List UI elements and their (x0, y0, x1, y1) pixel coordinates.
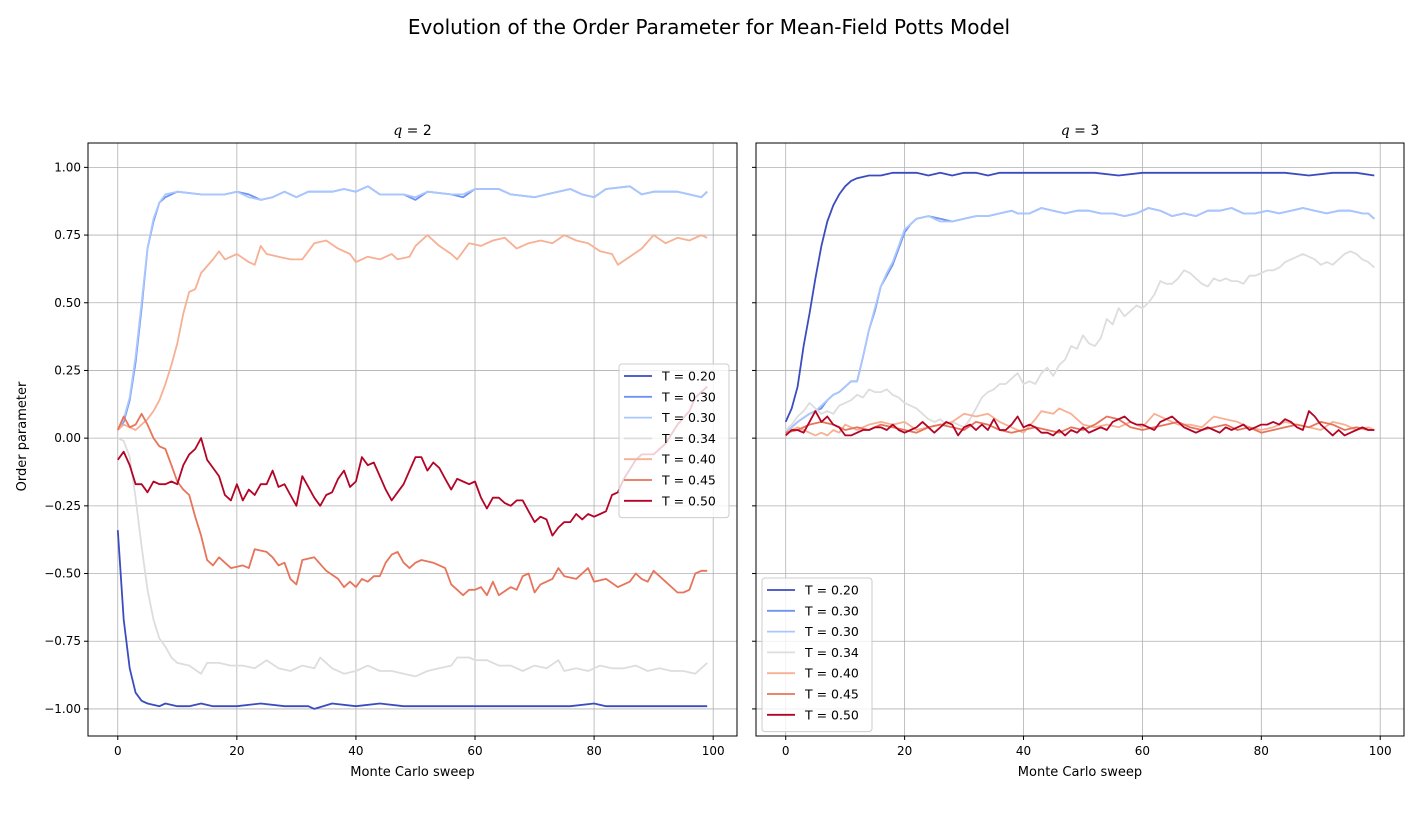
legend: T = 0.20 T = 0.30 T = 0.30 T = 0.34 T = 0.40… (761, 577, 873, 733)
series-line-1 (116, 530, 708, 710)
series-line-3 (785, 207, 1375, 434)
legend-label: T = 0.50 (661, 493, 716, 508)
figure-title: Evolution of the Order Parameter for Mea… (408, 15, 1010, 39)
y-tick-label: 0.25 (54, 363, 81, 377)
y-tick-label: 1.00 (54, 160, 81, 174)
legend-label: T = 0.50 (804, 707, 859, 722)
x-tick-label: 80 (586, 744, 601, 758)
x-tick-label: 20 (229, 744, 244, 758)
legend-label: T = 0.20 (804, 583, 859, 598)
x-tick-label: 100 (1369, 744, 1392, 758)
subplot-title: q = 3 (1061, 123, 1100, 139)
series-line-4 (785, 250, 1375, 431)
x-tick-label: 0 (782, 744, 790, 758)
x-tick-label: 80 (1254, 744, 1269, 758)
series-line-1 (784, 171, 1375, 423)
y-tick-label: −0.50 (44, 567, 81, 581)
legend-label: T = 0.34 (804, 645, 859, 660)
series-line-3 (117, 185, 708, 431)
subplot-2: q = 3 0 20 40 60 80 100 Monte Carlo sweep T = 0.… (752, 123, 1405, 780)
legend: T = 0.20 T = 0.30 T = 0.30 T = 0.34 T = 0.40… (618, 363, 730, 519)
series-line-6 (116, 412, 708, 597)
legend-label: T = 0.40 (661, 452, 716, 467)
y-tick-label: 0.00 (54, 431, 81, 445)
x-tick-label: 60 (467, 744, 482, 758)
legend-label: T = 0.45 (661, 473, 716, 488)
series-line-7 (117, 386, 708, 537)
legend-label: T = 0.30 (661, 410, 716, 425)
x-tick-label: 100 (702, 744, 725, 758)
y-axis-label: Order parameter (15, 381, 30, 491)
x-tick-label: 20 (897, 744, 912, 758)
axes-frame (87, 142, 738, 737)
legend-label: T = 0.40 (804, 666, 859, 681)
series-line-6 (785, 415, 1375, 434)
x-tick-label: 0 (114, 744, 122, 758)
legend-label: T = 0.34 (661, 431, 716, 446)
x-axis-label: Monte Carlo sweep (1018, 765, 1142, 780)
x-axis-label: Monte Carlo sweep (350, 765, 474, 780)
y-tick-label: −0.75 (44, 634, 81, 648)
y-tick-label: 0.50 (54, 296, 81, 310)
y-tick-label: −0.25 (44, 499, 81, 513)
x-tick-label: 60 (1135, 744, 1150, 758)
legend-label: T = 0.20 (661, 369, 716, 384)
series-line-5 (117, 234, 708, 431)
x-tick-label: 40 (348, 744, 363, 758)
subplot-1: q = 2 0 20 40 60 80 100 −1.00 −0.75 −0.50 −0.25 0.0… (15, 123, 738, 780)
series-line-4 (117, 437, 708, 678)
subplot-title: q = 2 (393, 123, 432, 139)
legend-label: T = 0.45 (804, 687, 859, 702)
legend-label: T = 0.30 (804, 603, 859, 618)
series-line-7 (785, 410, 1375, 437)
legend-label: T = 0.30 (661, 389, 716, 404)
y-tick-label: 0.75 (54, 228, 81, 242)
y-tick-label: −1.00 (44, 702, 81, 716)
axes-frame (755, 142, 1405, 737)
x-tick-label: 40 (1016, 744, 1031, 758)
legend-label: T = 0.30 (804, 624, 859, 639)
